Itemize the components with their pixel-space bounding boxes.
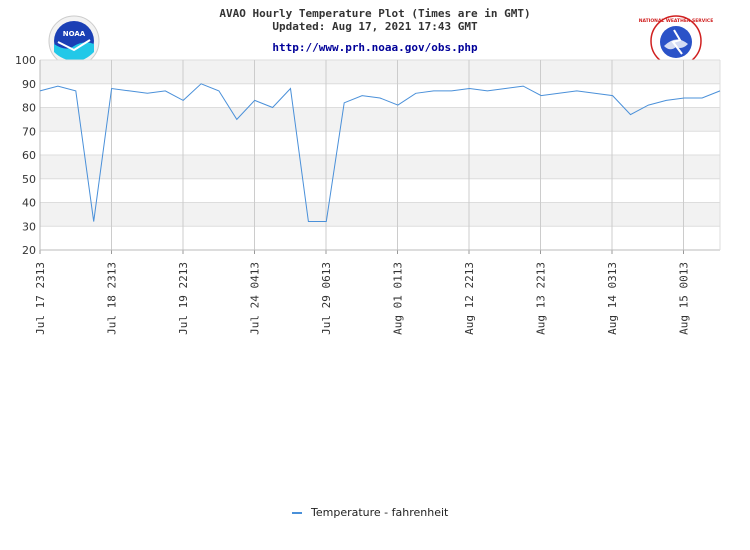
grid-band	[40, 131, 720, 155]
x-tick-label: Jul 18 2313	[106, 262, 119, 335]
y-tick-label: 100	[15, 54, 36, 67]
y-tick-label: 20	[22, 244, 36, 257]
x-tick-label: Jul 19 2213	[177, 262, 190, 335]
svg-text:NATIONAL WEATHER SERVICE: NATIONAL WEATHER SERVICE	[639, 18, 714, 24]
x-tick-label: Aug 01 0113	[392, 262, 405, 335]
grid-band	[40, 60, 720, 84]
grid-band	[40, 107, 720, 132]
y-tick-label: 80	[22, 102, 36, 115]
y-tick-label: 60	[22, 149, 36, 162]
y-tick-label: 30	[22, 220, 36, 233]
x-tick-label: Jul 17 2313	[34, 262, 47, 335]
y-tick-label: 70	[22, 125, 36, 138]
svg-text:NOAA: NOAA	[63, 30, 86, 38]
grid-band	[40, 178, 720, 203]
title-line-1: AVAO Hourly Temperature Plot (Times are …	[219, 7, 531, 20]
x-tick-label: Jul 24 0413	[249, 262, 262, 335]
x-tick-label: Aug 13 2213	[535, 262, 548, 335]
x-tick-label: Jul 29 0613	[320, 262, 333, 335]
obs-url-link[interactable]: http://www.prh.noaa.gov/obs.php	[272, 41, 478, 54]
x-tick-label: Aug 12 2213	[463, 262, 476, 335]
plot-area: Jul 17 2313 Jul 18 2313 Jul 19 2213 Jul 24 …	[15, 54, 721, 335]
grid-band	[40, 202, 720, 227]
y-tick-label: 40	[22, 197, 36, 210]
legend: Temperature - fahrenheit	[292, 506, 448, 519]
title-line-2: Updated: Aug 17, 2021 17:43 GMT	[272, 20, 478, 33]
y-tick-label: 90	[22, 78, 36, 91]
x-tick-label: Aug 14 0313	[606, 262, 619, 335]
y-tick-label: 50	[22, 173, 36, 186]
nws-logo: NATIONAL WEATHER SERVICE	[639, 15, 714, 67]
legend-swatch	[292, 511, 302, 514]
grid-band	[40, 226, 720, 250]
temperature-series-line	[39, 83, 721, 222]
legend-label: Temperature - fahrenheit	[311, 506, 449, 519]
grid-band	[40, 155, 720, 179]
noaa-logo: NOAA	[48, 15, 100, 67]
x-tick-label: Aug 15 0013	[678, 262, 691, 335]
grid-band	[40, 83, 720, 108]
